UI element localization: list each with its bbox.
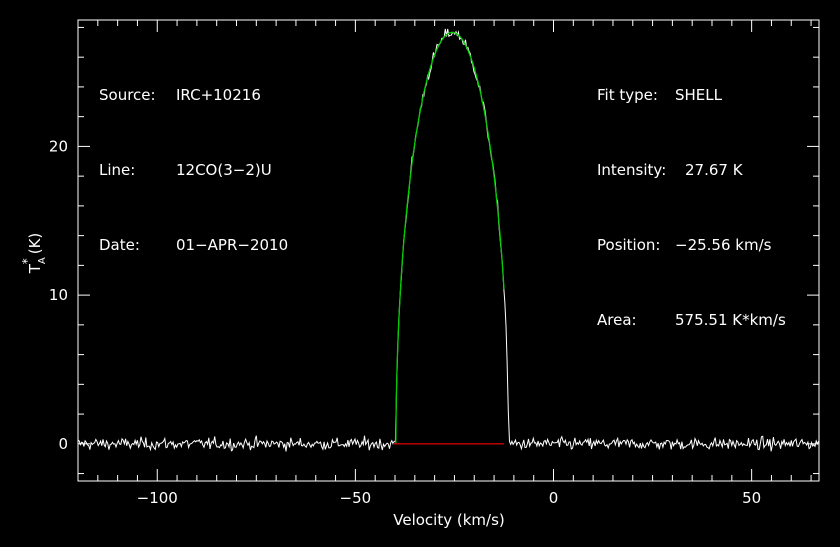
y-axis-label-main: T <box>26 263 44 274</box>
info-key: Fit type: <box>597 86 658 104</box>
info-source: Source: IRC+10216 <box>99 83 288 108</box>
x-tick-label: −50 <box>340 489 372 507</box>
fit-curve <box>393 31 505 445</box>
x-tick-label: 0 <box>549 489 559 507</box>
info-key: Source: <box>99 86 156 104</box>
y-tick-label: 0 <box>58 435 68 453</box>
info-area: Area: 575.51 K*km/s <box>597 308 786 333</box>
info-value: 27.67 K <box>685 161 743 179</box>
info-line: Line: 12CO(3−2)U <box>99 158 288 183</box>
x-axis-label: Velocity (km/s) <box>393 511 504 529</box>
svg-text:TA*(K): TA* (K) <box>20 233 48 275</box>
y-tick-label: 20 <box>49 137 68 155</box>
info-value: −25.56 km/s <box>675 236 772 254</box>
info-value: IRC+10216 <box>176 86 261 104</box>
x-tick-label: 50 <box>742 489 761 507</box>
y-axis-label-sup: * <box>20 258 34 264</box>
info-value: 575.51 K*km/s <box>675 311 786 329</box>
info-left: Source: IRC+10216 Line: 12CO(3−2)U Date: 01… <box>99 33 288 283</box>
axis-ticks: −100 −50 0 50 0 10 20 <box>49 20 819 507</box>
spectrum-line <box>77 28 820 452</box>
info-value: 01−APR−2010 <box>176 236 289 254</box>
y-axis-label-sub: A <box>37 257 48 264</box>
info-value: SHELL <box>675 86 722 104</box>
info-value: 12CO(3−2)U <box>176 161 272 179</box>
info-key: Date: <box>99 236 140 254</box>
info-date: Date: 01−APR−2010 <box>99 233 288 258</box>
y-axis-label-unit: (K) <box>26 233 44 255</box>
y-axis-label: TA* (K) <box>20 233 48 275</box>
y-tick-label: 10 <box>49 286 68 304</box>
plot-frame <box>77 19 820 482</box>
info-right: Fit type: SHELL Intensity: 27.67 K Positio… <box>597 33 786 358</box>
info-position: Position: −25.56 km/s <box>597 233 786 258</box>
info-intensity: Intensity: 27.67 K <box>597 158 786 183</box>
info-key: Area: <box>597 311 637 329</box>
info-fit-type: Fit type: SHELL <box>597 83 786 108</box>
x-tick-label: −100 <box>137 489 178 507</box>
info-key: Position: <box>597 236 661 254</box>
info-key: Intensity: <box>597 161 667 179</box>
info-key: Line: <box>99 161 136 179</box>
